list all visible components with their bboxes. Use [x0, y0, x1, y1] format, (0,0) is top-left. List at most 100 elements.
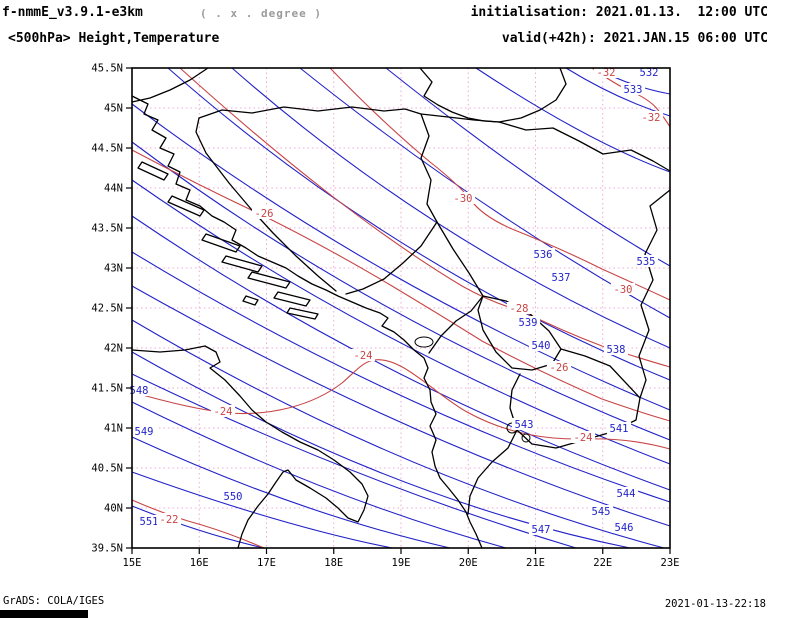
lon-label: 22E: [593, 557, 612, 569]
geography: [131, 67, 671, 549]
height-contour-551: [131, 505, 265, 549]
lon-label: 16E: [190, 557, 209, 569]
temperature-contour-label: -24: [354, 350, 373, 362]
temperature-contour-label: -24: [574, 432, 593, 444]
border-croatia-bosnia-west: [195, 117, 337, 292]
height-label-box: [548, 271, 574, 283]
lon-label: 23E: [661, 557, 680, 569]
temperature-label-box: [251, 207, 277, 219]
height-label-box: [511, 418, 537, 430]
height-label-box: [606, 422, 632, 434]
temperature-contour-label: -28: [510, 303, 529, 315]
height-contour-label: 540: [532, 340, 551, 352]
border-serbia-bulgaria: [638, 189, 671, 399]
lon-label: 15E: [123, 557, 142, 569]
island: [286, 307, 319, 320]
temperature-contour-label: -26: [255, 208, 274, 220]
lat-label: 43.5N: [91, 223, 123, 235]
lat-label: 44.5N: [91, 143, 123, 155]
lat-label: 44N: [104, 183, 123, 195]
height-contour-548: [131, 401, 507, 549]
lat-label: 41.5N: [91, 383, 123, 395]
grads-credit: GrADS: COLA/IGES: [3, 595, 105, 607]
lat-label: 45.5N: [91, 63, 123, 75]
lat-label: 43N: [104, 263, 123, 275]
contour-labels: 532 533 535 536 537 538 539 540 541 543 544 545 546 5…: [126, 66, 664, 536]
height-contour-label: 549: [135, 426, 154, 438]
height-label-box: [528, 523, 554, 535]
height-label-box: [603, 343, 629, 355]
temperature-contour--26: [131, 149, 671, 422]
lat-label: 40N: [104, 503, 123, 515]
lat-label: 41N: [104, 423, 123, 435]
height-label-box: [530, 248, 556, 260]
height-contour-536: [299, 67, 671, 319]
height-contour-label: 545: [592, 506, 611, 518]
lon-label: 21E: [526, 557, 545, 569]
lat-label: 40.5N: [91, 463, 123, 475]
temperature-contour-label: -22: [160, 514, 179, 526]
height-contour: [475, 67, 671, 173]
height-contour-label: 538: [607, 344, 626, 356]
island: [273, 291, 311, 307]
temperature-contour-label: -32: [597, 67, 616, 79]
temperature-label-box: [506, 302, 532, 314]
height-label-box: [126, 384, 152, 396]
temperature-contour--28: [179, 67, 671, 368]
height-contour-label: 539: [519, 317, 538, 329]
temperature-label-box: [210, 405, 236, 417]
lon-label: 20E: [459, 557, 478, 569]
height-contour-label: 537: [552, 272, 571, 284]
height-contour-550: [131, 471, 393, 549]
temperature-label-box: [610, 283, 636, 295]
height-contour-546: [131, 351, 631, 549]
temperature-contour--30: [329, 67, 671, 301]
temperature-contour--32: [591, 67, 671, 128]
resolution-note: ( . x . degree ): [200, 7, 322, 20]
height-contour-549: [131, 436, 451, 549]
height-contour-540: [131, 141, 671, 441]
border-drina: [420, 113, 438, 223]
island: [137, 161, 169, 181]
height-label-box: [633, 255, 659, 267]
height-contour-label: 544: [617, 488, 636, 500]
temperature-contour--22: [131, 499, 265, 549]
height-contour-537: [231, 67, 671, 349]
initialisation-time: initialisation: 2021.01.13. 12:00 UTC: [470, 5, 768, 20]
temperature-contour-label: -30: [454, 193, 473, 205]
axis-labels: 45.5N 45N 44.5N 44N 43.5N 43N 42.5N 42N 41.5N 41N…: [91, 63, 679, 570]
height-contour-label: 548: [130, 385, 149, 397]
island: [221, 255, 263, 273]
lon-label: 19E: [392, 557, 411, 569]
temperature-label-box: [156, 513, 182, 525]
lon-label: 18E: [324, 557, 343, 569]
creation-timestamp: 2021-01-13-22:18: [664, 598, 766, 610]
coastline-italy: [131, 345, 369, 549]
border-serbia-romania-north: [498, 67, 567, 123]
border-danube-croatia-serbia: [419, 67, 500, 123]
temperature-label-box: [546, 361, 572, 373]
lat-label: 42N: [104, 343, 123, 355]
temperature-label-box: [570, 431, 596, 443]
height-contour-label: 550: [224, 491, 243, 503]
height-contour-547: [131, 373, 577, 549]
height-contour-label: 551: [140, 516, 159, 528]
height-contour-541: [131, 179, 671, 465]
border-bosnia-montenegro: [345, 221, 438, 295]
height-label-box: [220, 490, 246, 502]
lat-label: 42.5N: [91, 303, 123, 315]
bottom-black-bar: [0, 610, 88, 618]
island: [167, 195, 205, 217]
lat-label: 45N: [104, 103, 123, 115]
latlon-grid: [132, 68, 670, 548]
lon-label: 17E: [257, 557, 276, 569]
coastline-adriatic-east: [131, 95, 483, 549]
temperature-contour-label: -26: [550, 362, 569, 374]
height-label-box: [515, 316, 541, 328]
height-contour-538: [167, 67, 671, 381]
temperature-label-box: [638, 111, 664, 123]
border-albania-greece: [467, 429, 518, 515]
height-contour-label: 543: [515, 419, 534, 431]
border-danube-east: [498, 121, 671, 172]
